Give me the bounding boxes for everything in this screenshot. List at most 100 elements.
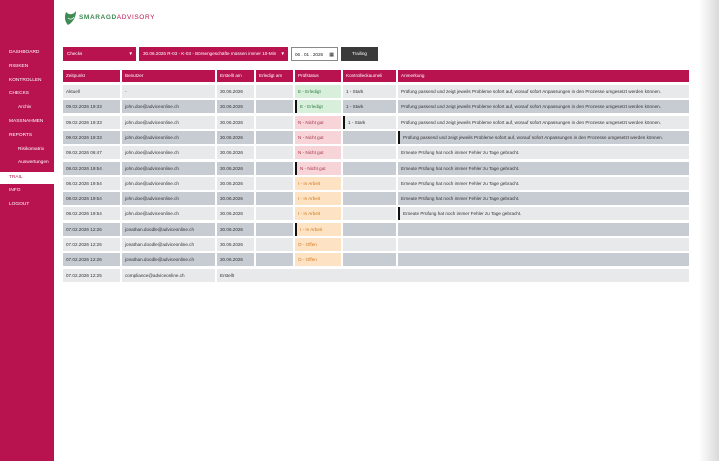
sidebar-item-archiv[interactable]: Archiv bbox=[18, 105, 32, 110]
check-select[interactable]: 30.06.2026 R-03 - K-03 - Börsengeschäfte… bbox=[139, 47, 288, 61]
trail-button[interactable]: Trailing bbox=[341, 47, 378, 61]
brand-name-secondary: ADVISORY bbox=[116, 14, 156, 21]
cell-zeitpunkt: 09.02.2026 19:33 bbox=[63, 100, 120, 114]
cell-kontrolle bbox=[343, 176, 396, 190]
table-row[interactable]: 07.02.2026 12:26 jonathan.doodle@adviceon… bbox=[63, 238, 689, 251]
sidebar-item-kontrollen[interactable]: KONTROLLEN bbox=[9, 78, 42, 83]
emerald-logo-icon bbox=[64, 11, 76, 25]
sidebar-item-risiken[interactable]: RISIKEN bbox=[9, 64, 29, 69]
table-row[interactable]: 07.02.2026 12:25 compliance@adviceonline.… bbox=[63, 268, 689, 282]
cell-kontrolle bbox=[343, 192, 396, 206]
cell-zeitpunkt: 07.02.2026 12:26 bbox=[63, 253, 120, 267]
cell-benutzer: compliance@adviceonline.ch bbox=[122, 268, 215, 282]
cell-anmerkung: Erneute Prüfung hat noch immer Fehler zu… bbox=[398, 161, 689, 175]
cell-benutzer: john.doe@adviceonline.ch bbox=[122, 115, 215, 129]
cell-anmerkung bbox=[398, 222, 689, 236]
sidebar-item-massnahmen[interactable]: MASSNAHMEN bbox=[9, 119, 44, 124]
cell-erstellt: 30.06.2026 bbox=[217, 238, 254, 251]
cell-status: I - In Arbeit bbox=[295, 192, 341, 206]
cell-status: E - Erledigt bbox=[295, 100, 341, 114]
table-row[interactable]: 07.02.2026 12:26 jonathan.doodle@adviceon… bbox=[63, 222, 689, 236]
sidebar-item-auswertungen[interactable]: Auswertungen bbox=[18, 160, 49, 165]
cell-erledigt bbox=[256, 115, 293, 129]
table-row[interactable]: 09.02.2026 19:33 john.doe@adviceonline.ch… bbox=[63, 100, 689, 114]
sidebar-item-logout[interactable]: LOGOUT bbox=[9, 202, 30, 207]
cell-status: O - Offen bbox=[295, 238, 341, 251]
cell-erstellt: 30.06.2026 bbox=[217, 207, 254, 221]
table-row[interactable]: 08.02.2026 19:54 john.doe@adviceonline.ch… bbox=[63, 161, 689, 175]
cell-zeitpunkt: 08.02.2026 19:54 bbox=[63, 207, 120, 221]
cell-erledigt bbox=[256, 146, 293, 160]
cell-erledigt bbox=[256, 238, 293, 251]
cell-anmerkung: Erneute Prüfung hat noch immer Fehler zu… bbox=[398, 146, 689, 160]
sidebar-item-checks[interactable]: CHECKS bbox=[9, 91, 29, 96]
table-row[interactable]: 08.02.2026 19:54 john.doe@adviceonline.ch… bbox=[63, 192, 689, 206]
cell-erstellt: 30.06.2026 bbox=[217, 115, 254, 129]
cell-erledigt bbox=[256, 192, 293, 206]
cell-status: E - Erledigt bbox=[295, 85, 341, 98]
cell-erledigt bbox=[256, 85, 293, 98]
cell-anmerkung: Prüfung passend und zeigt jeweils Proble… bbox=[398, 85, 689, 98]
page-edge-shadow bbox=[699, 0, 719, 461]
cell-kontrolle: 1 - Stark bbox=[343, 115, 396, 129]
cell-benutzer: john.doe@adviceonline.ch bbox=[122, 207, 215, 221]
logo: SMARAGDADVISORY bbox=[63, 9, 163, 27]
check-select-value: 30.06.2026 R-03 - K-03 - Börsengeschäfte… bbox=[143, 51, 277, 56]
cell-erstellt: 30.06.2026 bbox=[217, 176, 254, 190]
date-input[interactable]: 06 . 01 . 2026 ▦ bbox=[291, 47, 338, 61]
cell-kontrolle: 1 - Stark bbox=[343, 85, 396, 98]
cell-status: N - Nicht gut bbox=[295, 146, 341, 160]
cell-zeitpunkt: 08.02.2026 19:54 bbox=[63, 161, 120, 175]
brand-name-primary: SMARAGD bbox=[79, 14, 117, 21]
cell-erstellt: 30.06.2026 bbox=[217, 146, 254, 160]
table-row[interactable]: 08.02.2026 19:54 john.doe@adviceonline.ch… bbox=[63, 207, 689, 221]
cell-erstellt: Erstellt bbox=[217, 268, 689, 282]
cell-erstellt: 30.06.2026 bbox=[217, 130, 254, 144]
table-row[interactable]: 09.02.2026 19:33 john.doe@adviceonline.ch… bbox=[63, 115, 689, 129]
chevron-down-icon: ▼ bbox=[280, 51, 285, 56]
cell-status: N - Nicht gut bbox=[295, 115, 341, 129]
table-row[interactable]: 08.02.2026 19:54 john.doe@adviceonline.ch… bbox=[63, 176, 689, 190]
cell-zeitpunkt: Aktuell bbox=[63, 85, 120, 98]
cell-status: N - Nicht gut bbox=[295, 161, 341, 175]
cell-status: I - In Arbeit bbox=[295, 222, 341, 236]
cell-benutzer: john.doe@adviceonline.ch bbox=[122, 146, 215, 160]
cell-benutzer: - bbox=[122, 85, 215, 98]
cell-zeitpunkt: 08.02.2026 19:54 bbox=[63, 176, 120, 190]
table-row[interactable]: 07.02.2026 12:26 jonathan.doodle@adviceon… bbox=[63, 253, 689, 267]
calendar-icon: ▦ bbox=[329, 52, 334, 58]
cell-anmerkung bbox=[398, 253, 689, 267]
date-input-value: 06 . 01 . 2026 bbox=[295, 52, 324, 57]
cell-anmerkung: Erneute Prüfung hat noch immer Fehler zu… bbox=[398, 176, 689, 190]
column-header-zeitpunkt: Zeitpunkt bbox=[63, 70, 120, 82]
cell-kontrolle bbox=[343, 207, 396, 221]
table-header: Zeitpunkt Benutzer Erstellt am Erledigt … bbox=[63, 70, 689, 82]
sidebar-item-reports[interactable]: REPORTS bbox=[9, 133, 33, 138]
cell-kontrolle bbox=[343, 253, 396, 267]
sidebar-item-risikomatrix[interactable]: Risikomatrix bbox=[18, 147, 45, 152]
sidebar-item-info[interactable]: INFO bbox=[9, 188, 21, 193]
cell-erstellt: 30.06.2026 bbox=[217, 222, 254, 236]
table-row[interactable]: Aktuell -30.06.2026 E - Erledigt 1 - Stark P… bbox=[63, 85, 689, 98]
cell-erledigt bbox=[256, 100, 293, 114]
cell-benutzer: john.doe@adviceonline.ch bbox=[122, 176, 215, 190]
cell-zeitpunkt: 07.02.2026 12:26 bbox=[63, 238, 120, 251]
cell-anmerkung: Prüfung passend und zeigt jeweils Proble… bbox=[398, 130, 689, 144]
column-header-erstellt: Erstellt am bbox=[217, 70, 254, 82]
cell-zeitpunkt: 07.02.2026 12:25 bbox=[63, 268, 120, 282]
cell-benutzer: john.doe@adviceonline.ch bbox=[122, 100, 215, 114]
cell-status: O - Offen bbox=[295, 253, 341, 267]
cell-erstellt: 30.06.2026 bbox=[217, 85, 254, 98]
cell-benutzer: jonathan.doodle@adviceonline.ch bbox=[122, 222, 215, 236]
cell-erledigt bbox=[256, 253, 293, 267]
cell-zeitpunkt: 08.02.2026 19:54 bbox=[63, 192, 120, 206]
cell-kontrolle bbox=[343, 222, 396, 236]
type-select[interactable]: Checks ▼ bbox=[63, 47, 136, 61]
cell-kontrolle bbox=[343, 238, 396, 251]
cell-zeitpunkt: 09.02.2026 06:47 bbox=[63, 146, 120, 160]
cell-status: I - In Arbeit bbox=[295, 176, 341, 190]
table-row[interactable]: 09.02.2026 06:47 john.doe@adviceonline.ch… bbox=[63, 146, 689, 160]
table-row[interactable]: 09.02.2026 19:33 john.doe@adviceonline.ch… bbox=[63, 130, 689, 144]
sidebar-item-trail[interactable]: TRAIL bbox=[0, 172, 54, 184]
sidebar-item-dashboard[interactable]: DASHBOARD bbox=[9, 50, 40, 55]
